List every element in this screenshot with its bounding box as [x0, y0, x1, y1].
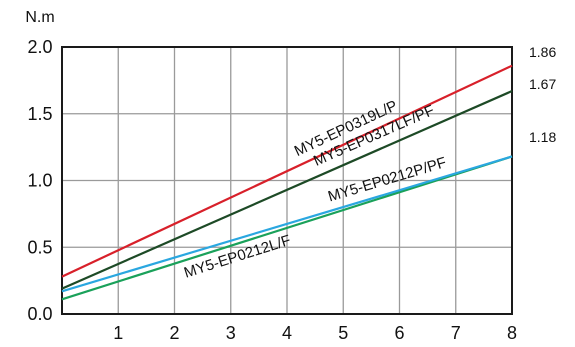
series-line: [61, 155, 513, 301]
plot-frame: [61, 46, 513, 315]
series-line: [61, 64, 513, 278]
x-tick-label: 2: [169, 323, 179, 343]
y-tick-label: 1.0: [27, 171, 52, 191]
end-value-label: 1.86: [529, 44, 556, 60]
series-line: [61, 90, 513, 290]
y-tick-label: 2.0: [27, 37, 52, 57]
x-tick-label: 5: [338, 323, 348, 343]
x-tick-label: 3: [226, 323, 236, 343]
end-value-label: 1.67: [529, 76, 556, 92]
y-tick-label: 0.5: [27, 237, 52, 257]
x-tick-label: 1: [113, 323, 123, 343]
y-tick-label: 1.5: [27, 104, 52, 124]
series-line: [61, 155, 513, 293]
y-tick-label: 0.0: [27, 304, 52, 324]
x-tick-label: 6: [394, 323, 404, 343]
y-axis-unit-label: N.m: [25, 9, 54, 26]
x-tick-label: 4: [282, 323, 292, 343]
end-value-label: 1.18: [529, 129, 556, 145]
x-tick-label: 8: [507, 323, 517, 343]
x-tick-label: 7: [451, 323, 461, 343]
